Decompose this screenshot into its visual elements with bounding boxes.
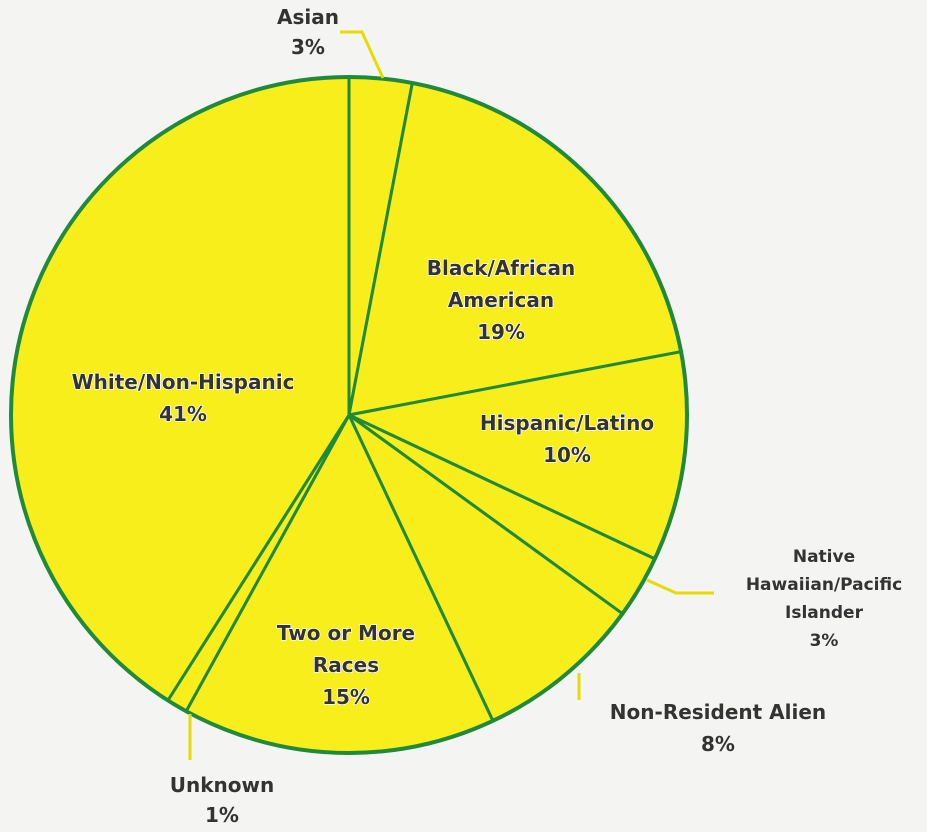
slice-label-0: Asian 3%	[277, 5, 339, 59]
slice-label-1: Black/African American 19%	[427, 256, 576, 344]
slice-label-line: Hawaiian/Pacific	[746, 575, 902, 595]
slice-label-5: Two or More Races 15%	[277, 621, 415, 709]
slice-label-line: 3%	[291, 35, 325, 59]
slice-label-line: 1%	[205, 803, 239, 827]
pie-outline	[9, 75, 689, 755]
slice-label-line: 19%	[477, 320, 525, 344]
slice-labels: Asian 3% Black/African American 19% Hispanic/…	[71, 5, 902, 827]
slice-label-line: Hispanic/Latino	[480, 411, 654, 435]
slice-label-line: White/Non-Hispanic	[72, 370, 295, 394]
slice-label-line: 10%	[543, 443, 591, 467]
leader-line-0	[340, 30, 385, 79]
slice-label-2: Hispanic/Latino 10%	[480, 411, 654, 467]
slice-label-line: 8%	[701, 732, 735, 756]
slice-label-7: White/Non-Hispanic 41%	[72, 370, 295, 426]
slice-label-line: American	[448, 288, 554, 312]
slice-label-line: Unknown	[170, 773, 274, 797]
slice-label-line: Two or More	[277, 621, 415, 645]
leader-lines	[188, 30, 714, 760]
slice-label-line: 15%	[322, 685, 370, 709]
slice-label-line: Non-Resident Alien	[610, 700, 826, 724]
slice-label-6: Unknown 1%	[170, 773, 274, 827]
slice-label-line: 41%	[159, 402, 207, 426]
pie-slices	[9, 75, 689, 755]
slice-label-line: Black/African	[427, 256, 576, 280]
slice-label-line: 3%	[810, 631, 839, 651]
slice-label-4: Non-Resident Alien 8%	[610, 700, 826, 756]
slice-label-3: Native Hawaiian/Pacific Islander 3%	[746, 547, 902, 651]
slice-label-line: Native	[793, 547, 855, 567]
slice-label-line: Islander	[785, 603, 864, 623]
slice-label-line: Races	[313, 653, 379, 677]
leader-line-3	[646, 578, 714, 595]
slice-label-line: Asian	[277, 5, 339, 29]
